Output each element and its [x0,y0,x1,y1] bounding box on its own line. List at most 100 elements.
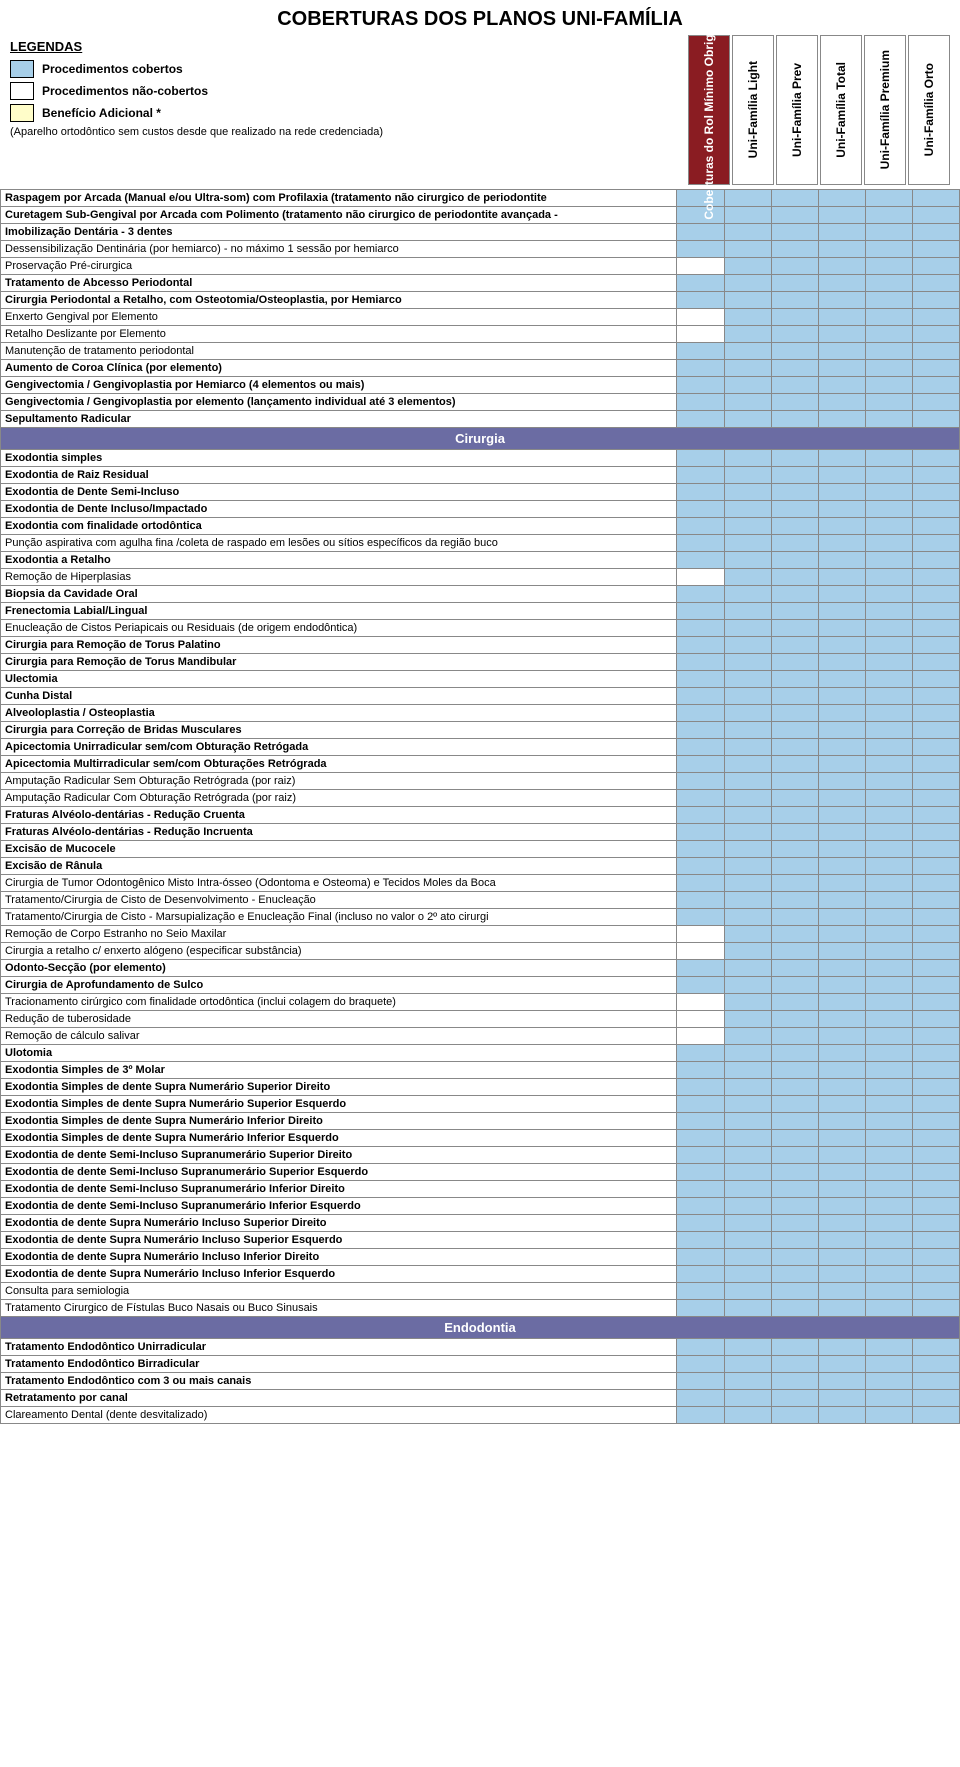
table-row: Proservação Pré-cirurgica [1,258,960,275]
procedure-name: Curetagem Sub-Gengival por Arcada com Po… [1,207,677,224]
table-row: Exodontia Simples de 3º Molar [1,1062,960,1079]
section-title: Endodontia [1,1317,960,1339]
coverage-cell [865,1339,912,1356]
coverage-cell [818,1373,865,1390]
coverage-cell [771,501,818,518]
coverage-cell [677,1198,724,1215]
table-row: Cirurgia de Aprofundamento de Sulco [1,977,960,994]
table-row: Cirurgia para Remoção de Torus Mandibula… [1,654,960,671]
coverage-cell [677,258,724,275]
procedure-name: Exodontia Simples de dente Supra Numerár… [1,1079,677,1096]
procedure-name: Cirurgia a retalho c/ enxerto alógeno (e… [1,943,677,960]
procedure-name: Exodontia de dente Semi-Incluso Supranum… [1,1181,677,1198]
coverage-cell [724,292,771,309]
coverage-cell [677,1062,724,1079]
table-row: Amputação Radicular Sem Obturação Retróg… [1,773,960,790]
coverage-cell [912,1164,959,1181]
coverage-cell [865,518,912,535]
coverage-cell [771,224,818,241]
coverage-cell [724,377,771,394]
procedure-name: Cirurgia para Remoção de Torus Mandibula… [1,654,677,671]
coverage-cell [865,977,912,994]
procedure-name: Clareamento Dental (dente desvitalizado) [1,1407,677,1424]
header-area: LEGENDAS Procedimentos cobertos Procedim… [0,35,960,189]
table-row: Apicectomia Unirradicular sem/com Obtura… [1,739,960,756]
coverage-cell [771,1390,818,1407]
procedure-name: Exodontia de Raiz Residual [1,467,677,484]
coverage-cell [818,875,865,892]
table-row: Exodontia de dente Semi-Incluso Supranum… [1,1198,960,1215]
procedure-name: Ulotomia [1,1045,677,1062]
coverage-cell [724,1266,771,1283]
coverage-cell [912,1198,959,1215]
coverage-cell [865,722,912,739]
coverage-cell [865,224,912,241]
section-header: Cirurgia [1,428,960,450]
coverage-cell [865,467,912,484]
coverage-cell [818,292,865,309]
table-row: Cunha Distal [1,688,960,705]
coverage-cell [771,360,818,377]
plan-header-4: Uni-Família Premium [864,35,906,185]
coverage-cell [912,1011,959,1028]
coverage-cell [912,292,959,309]
table-row: Tratamento/Cirurgia de Cisto - Marsupial… [1,909,960,926]
coverage-cell [818,620,865,637]
coverage-cell [771,756,818,773]
legends-block: LEGENDAS Procedimentos cobertos Procedim… [10,35,686,185]
coverage-cell [818,377,865,394]
coverage-cell [865,484,912,501]
table-row: Tratamento Endodôntico Birradicular [1,1356,960,1373]
coverage-cell [724,654,771,671]
coverage-cell [771,1096,818,1113]
coverage-cell [818,824,865,841]
procedure-name: Amputação Radicular Sem Obturação Retróg… [1,773,677,790]
coverage-cell [677,1407,724,1424]
coverage-cell [865,1283,912,1300]
coverage-cell [818,1198,865,1215]
procedure-name: Apicectomia Unirradicular sem/com Obtura… [1,739,677,756]
coverage-cell [818,739,865,756]
coverage-cell [677,1232,724,1249]
coverage-cell [865,1011,912,1028]
coverage-cell [818,909,865,926]
coverage-cell [771,1079,818,1096]
plan-header-label: Uni-Família Total [834,62,848,158]
coverage-cell [912,722,959,739]
coverage-cell [865,1164,912,1181]
coverage-cell [865,739,912,756]
coverage-cell [771,1130,818,1147]
coverage-cell [912,1356,959,1373]
coverage-cell [677,1300,724,1317]
coverage-cell [771,671,818,688]
coverage-cell [912,1215,959,1232]
coverage-cell [771,1266,818,1283]
table-row: Exodontia de Dente Incluso/Impactado [1,501,960,518]
coverage-cell [771,1339,818,1356]
table-row: Biopsia da Cavidade Oral [1,586,960,603]
coverage-cell [912,1407,959,1424]
plan-header-2: Uni-Família Prev [776,35,818,185]
coverage-cell [724,1096,771,1113]
procedure-name: Raspagem por Arcada (Manual e/ou Ultra-s… [1,190,677,207]
procedure-name: Tratamento de Abcesso Periodontal [1,275,677,292]
procedure-name: Dessensibilização Dentinária (por hemiar… [1,241,677,258]
table-row: Raspagem por Arcada (Manual e/ou Ultra-s… [1,190,960,207]
coverage-cell [724,1232,771,1249]
table-row: Exodontia Simples de dente Supra Numerár… [1,1079,960,1096]
coverage-cell [724,1045,771,1062]
procedure-name: Remoção de Corpo Estranho no Seio Maxila… [1,926,677,943]
legend-noncovered: Procedimentos não-cobertos [10,82,678,100]
coverage-cell [724,722,771,739]
coverage-cell [677,603,724,620]
procedure-name: Exodontia a Retalho [1,552,677,569]
coverage-cell [677,1164,724,1181]
coverage-cell [677,637,724,654]
coverage-cell [865,1181,912,1198]
coverage-cell [677,309,724,326]
table-row: Cirurgia para Remoção de Torus Palatino [1,637,960,654]
table-row: Gengivectomia / Gengivoplastia por Hemia… [1,377,960,394]
table-row: Consulta para semiologia [1,1283,960,1300]
coverage-cell [724,773,771,790]
coverage-cell [912,705,959,722]
